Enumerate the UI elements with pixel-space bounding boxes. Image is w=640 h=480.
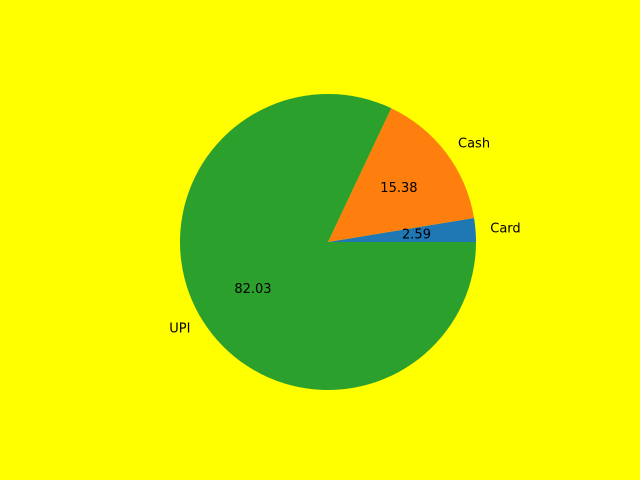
slice-label-cash: Cash <box>458 137 490 152</box>
pie-slice-upi <box>180 93 476 390</box>
slice-value-card: 2.59 <box>402 227 431 242</box>
pie-labels: Card 2.59 Cash 15.38 UPI 82.03 <box>169 137 520 337</box>
slice-label-upi: UPI <box>169 322 190 337</box>
pie-slice-cash <box>328 108 475 242</box>
slice-value-cash: 15.38 <box>380 181 417 196</box>
slice-label-card: Card <box>490 221 520 236</box>
pie-slice-card <box>328 218 476 242</box>
slice-value-upi: 82.03 <box>234 282 271 297</box>
pie-slices <box>180 93 476 390</box>
